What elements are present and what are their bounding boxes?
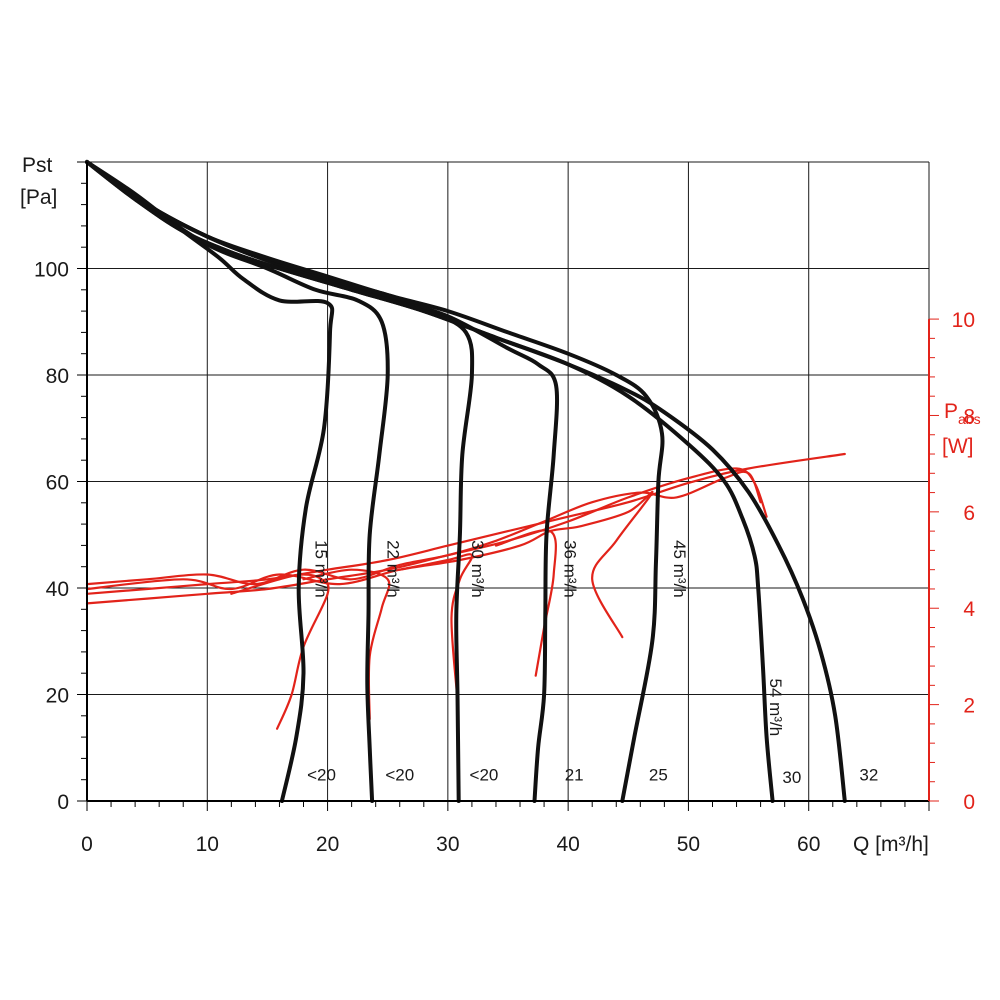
curve-end-label: 21 <box>565 765 584 784</box>
power-curve <box>398 553 474 701</box>
series-label: 36 m³/h <box>561 540 580 598</box>
y2-axis-title-sub: abs <box>958 411 981 427</box>
curve-end-label: 32 <box>859 765 878 784</box>
grid <box>86 161 930 802</box>
series-label: 22 m³/h <box>384 540 403 598</box>
power-curve <box>85 490 654 639</box>
power-curves <box>85 452 846 730</box>
x-tick-label: 30 <box>436 833 459 856</box>
y-tick-label: 100 <box>34 259 69 282</box>
x-tick-label: 60 <box>797 833 820 856</box>
pressure-curves <box>85 160 847 803</box>
y-tick-label: 80 <box>46 365 69 388</box>
y-tick-label: 0 <box>57 791 69 814</box>
y2-tick-label: 0 <box>963 791 975 814</box>
series-label: 30 m³/h <box>468 540 487 598</box>
y-tick-label: 60 <box>46 472 69 495</box>
y2-axis-title-main: Pabs <box>944 400 981 427</box>
y2-tick-label: 10 <box>952 309 975 332</box>
curve-labels: 15 m³/h 22 m³/h 30 m³/h 36 m³/h 45 m³/h 54 m³… <box>307 540 878 787</box>
curve-end-label: <20 <box>307 765 336 784</box>
pressure-curve <box>85 160 665 803</box>
y-axis-title-line2: [Pa] <box>20 186 57 209</box>
x-tick-label: 0 <box>81 833 93 856</box>
y-axis-title-line1: Pst <box>22 154 53 177</box>
axes: 0 20 40 60 80 100 0 10 20 30 40 50 60 0 2 4 6 8 10 <box>34 161 975 856</box>
y2-axis-title-unit: [W] <box>942 435 974 458</box>
y2-tick-label: 4 <box>963 598 975 621</box>
x-tick-label: 40 <box>556 833 579 856</box>
pressure-curve <box>85 160 335 803</box>
pressure-curve <box>85 160 847 803</box>
series-label: 54 m³/h <box>766 679 785 737</box>
y-tick-label: 40 <box>46 578 69 601</box>
x-axis-title: Q [m³/h] <box>853 833 929 856</box>
curve-end-label: <20 <box>385 765 414 784</box>
power-curve <box>494 529 557 677</box>
y2-tick-label: 8 <box>963 405 975 428</box>
x-tick-label: 20 <box>316 833 339 856</box>
series-label: 45 m³/h <box>670 540 689 598</box>
y-tick-label: 20 <box>46 685 69 708</box>
y2-tick-label: 6 <box>963 502 975 525</box>
curve-end-label: <20 <box>470 765 499 784</box>
power-curve <box>230 573 330 730</box>
curve-end-label: 25 <box>649 765 668 784</box>
y2-tick-label: 2 <box>963 695 975 718</box>
x-tick-label: 10 <box>196 833 219 856</box>
x-tick-label: 50 <box>677 833 700 856</box>
series-label: 15 m³/h <box>312 540 331 598</box>
curve-end-label: 30 <box>782 768 801 787</box>
power-curve <box>85 467 768 605</box>
